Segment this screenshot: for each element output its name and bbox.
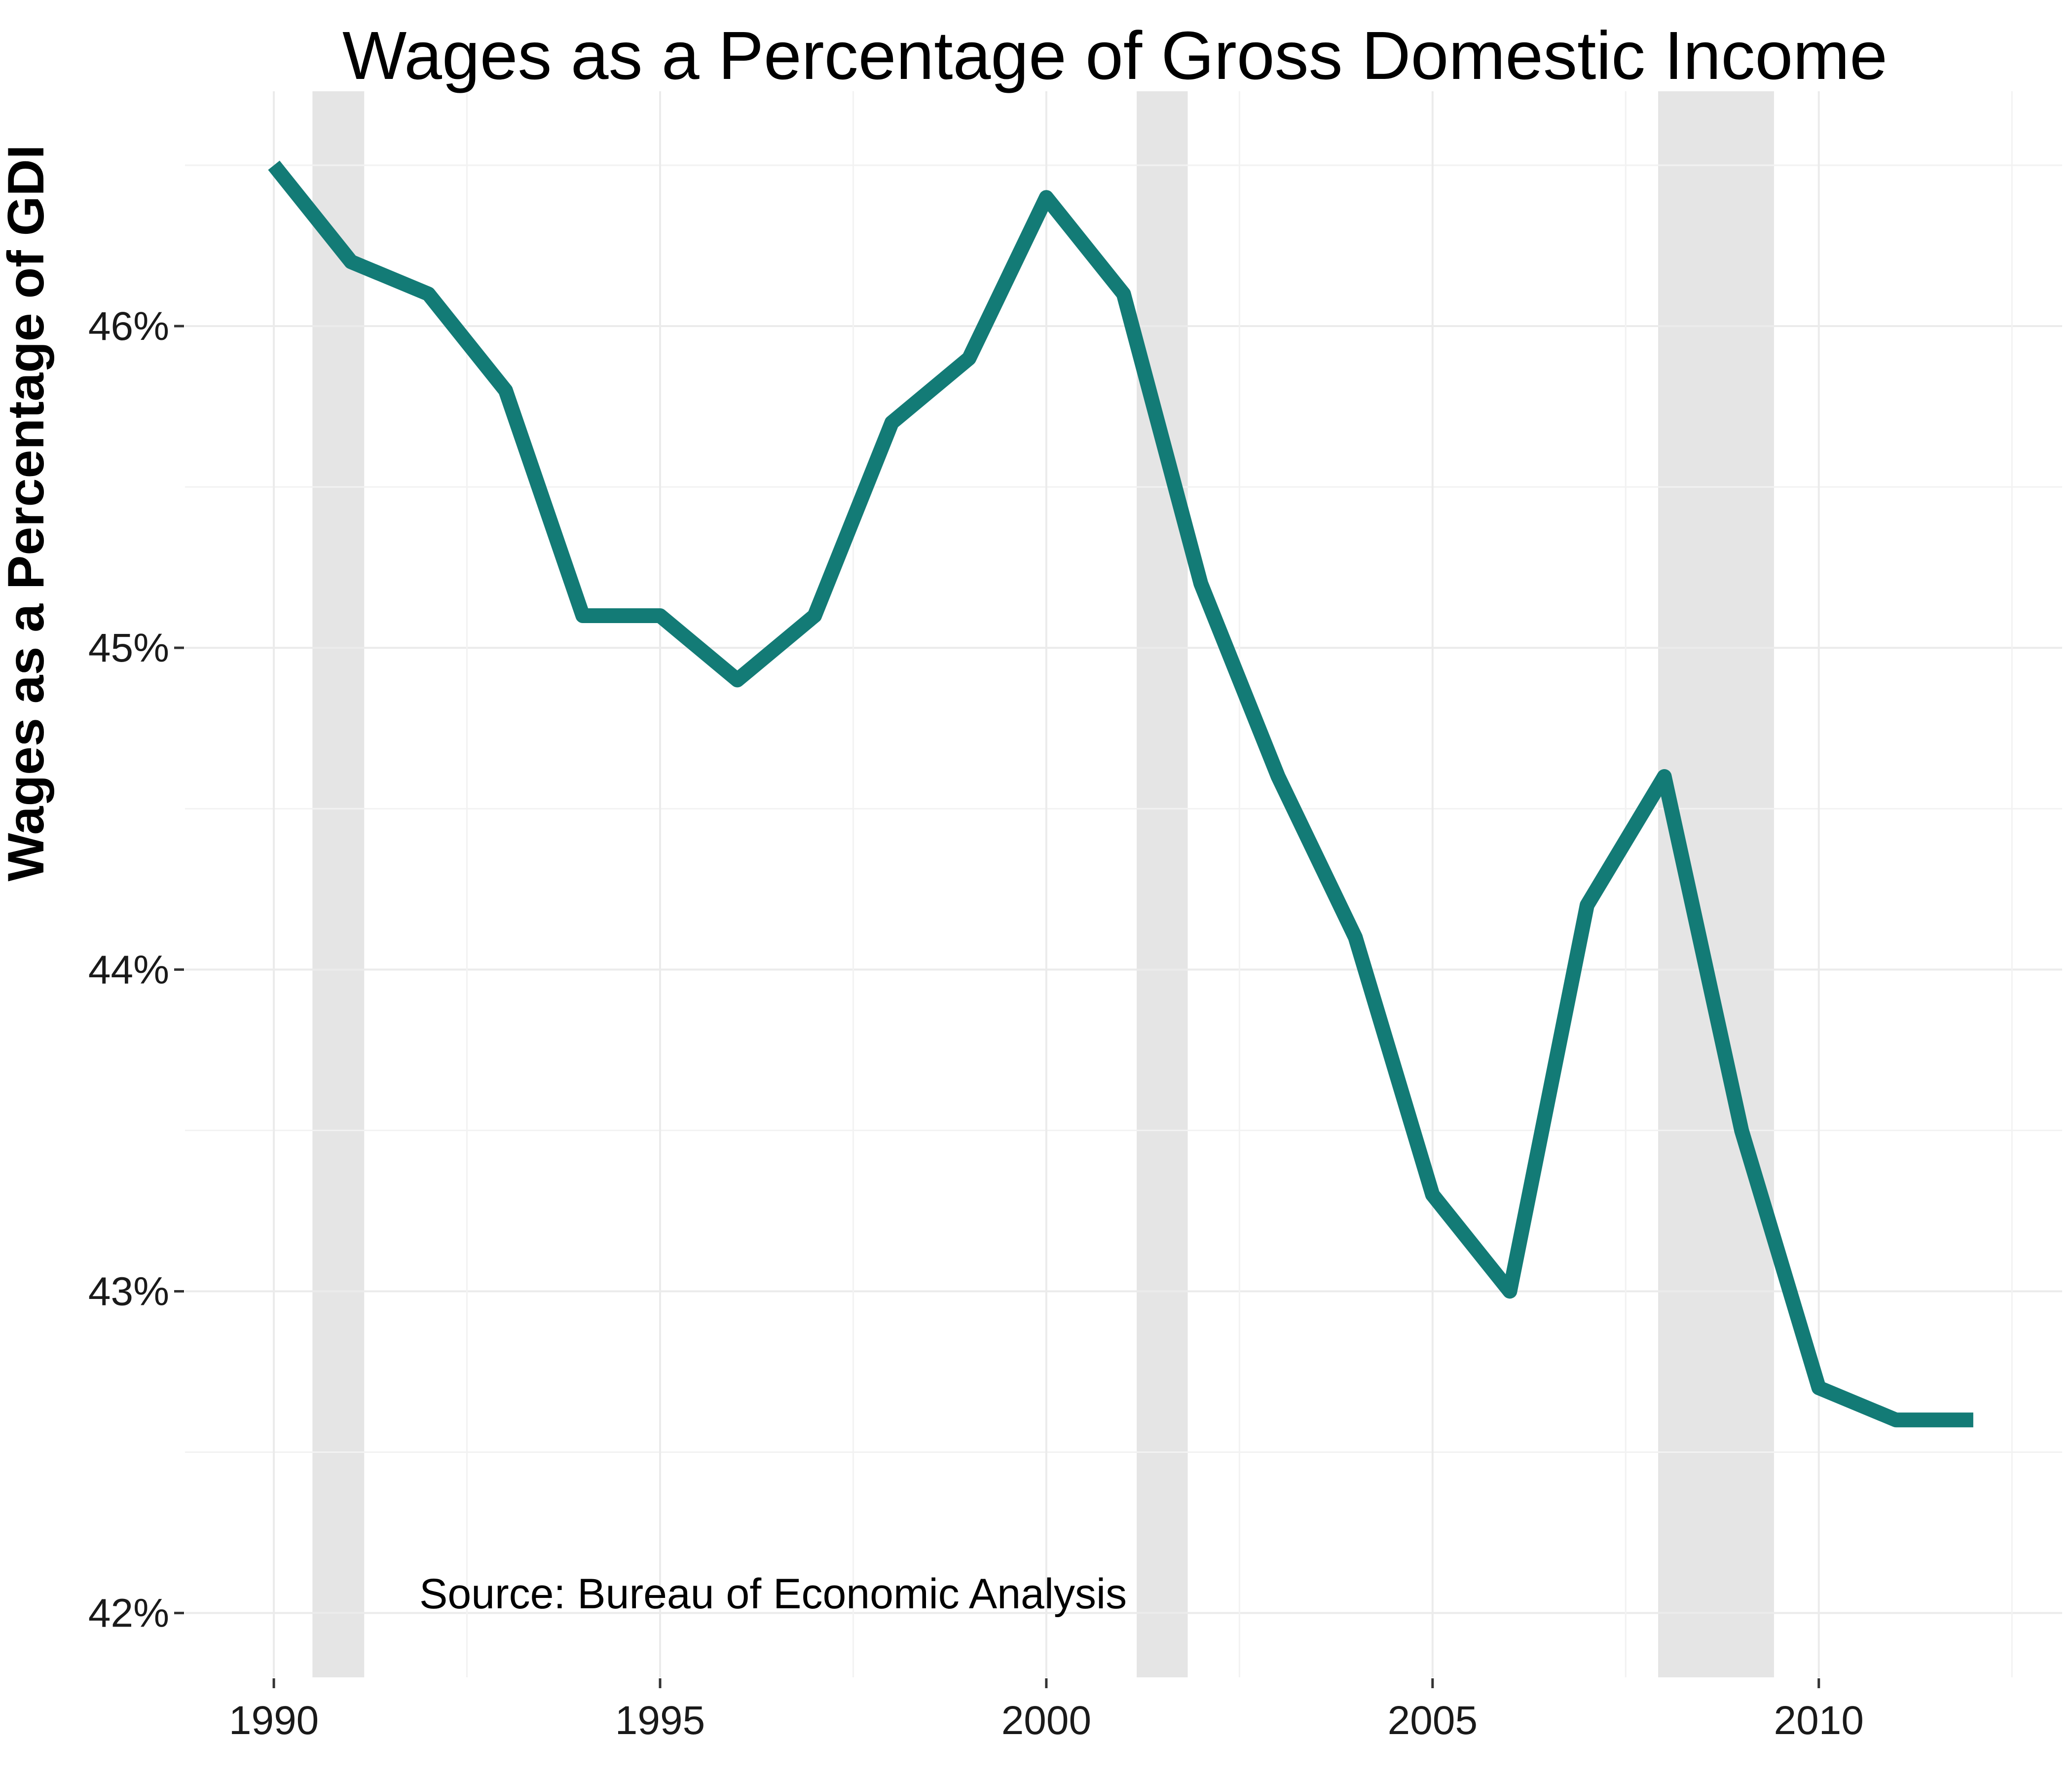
y-tick-label: 46%: [88, 304, 169, 349]
y-tick-label: 42%: [88, 1591, 169, 1636]
x-tick-label: 2000: [1001, 1698, 1091, 1743]
recession-band-3: [1658, 91, 1774, 1677]
chart-title: Wages as a Percentage of Gross Domestic …: [342, 18, 1887, 94]
y-tick-label: 43%: [88, 1269, 169, 1314]
x-tick-label: 1990: [229, 1698, 319, 1743]
y-tick-label: 44%: [88, 947, 169, 992]
series-layer: [268, 160, 1973, 1428]
gridlines: [185, 91, 2062, 1677]
series-line-1: [268, 160, 1973, 1428]
x-tick-label: 1995: [615, 1698, 705, 1743]
y-axis-label: Wages as a Percentage of GDI: [0, 145, 55, 881]
x-tick-label: 2005: [1388, 1698, 1478, 1743]
axes: 42% 43% 44% 45% 46% 1990 1995 2000 2005 2010: [88, 304, 1864, 1743]
recession-band-2: [1137, 91, 1188, 1677]
source-annotation: Source: Bureau of Economic Analysis: [419, 1570, 1127, 1618]
recession-band-1: [312, 91, 365, 1677]
recession-shading: [312, 91, 1774, 1677]
x-tick-label: 2010: [1774, 1698, 1864, 1743]
y-tick-label: 45%: [88, 626, 169, 670]
